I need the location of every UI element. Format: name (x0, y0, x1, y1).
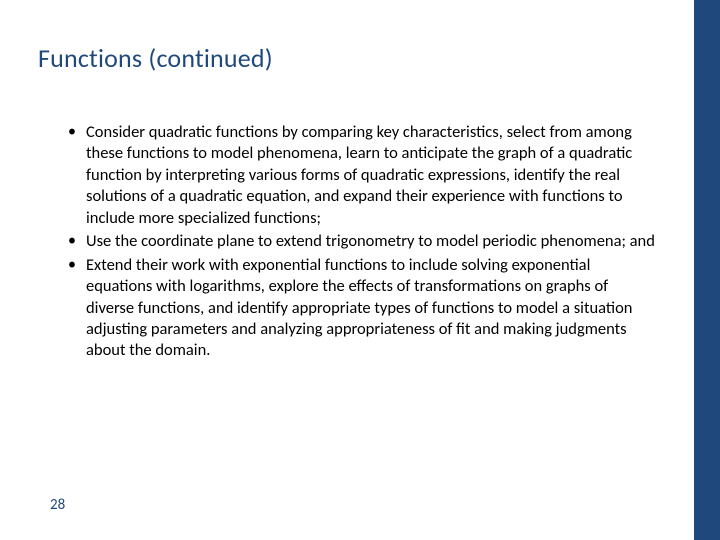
slide-content: Functions (continued) Consider quadratic… (0, 0, 720, 362)
bullet-list: Consider quadratic functions by comparin… (38, 122, 660, 362)
accent-bar (694, 0, 720, 540)
page-number: 28 (50, 496, 65, 514)
list-item: Extend their work with exponential funct… (68, 255, 660, 362)
slide-title: Functions (continued) (38, 42, 660, 74)
list-item: Consider quadratic functions by comparin… (68, 122, 660, 229)
list-item: Use the coordinate plane to extend trigo… (68, 231, 660, 252)
